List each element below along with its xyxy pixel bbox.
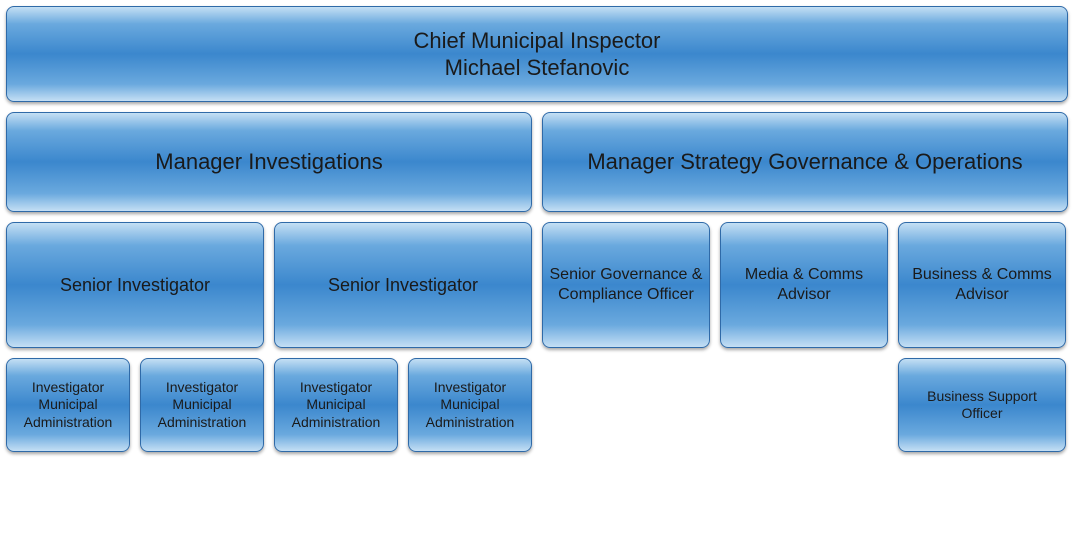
node-business-comms: Business & Comms Advisor — [898, 222, 1066, 348]
row-4: Investigator Municipal Administration In… — [6, 358, 1076, 452]
label: Investigator Municipal Administration — [415, 379, 525, 432]
row-2: Manager Investigations Manager Strategy … — [6, 112, 1076, 212]
row-1: Chief Municipal Inspector Michael Stefan… — [6, 6, 1076, 102]
label: Investigator Municipal Administration — [281, 379, 391, 432]
node-investigator-4: Investigator Municipal Administration — [408, 358, 532, 452]
chief-title: Chief Municipal Inspector — [413, 27, 660, 55]
node-investigator-3: Investigator Municipal Administration — [274, 358, 398, 452]
node-investigator-1: Investigator Municipal Administration — [6, 358, 130, 452]
node-media-comms: Media & Comms Advisor — [720, 222, 888, 348]
row-3: Senior Investigator Senior Investigator … — [6, 222, 1076, 348]
label: Manager Investigations — [155, 148, 382, 176]
node-business-support: Business Support Officer — [898, 358, 1066, 452]
label: Business Support Officer — [905, 388, 1059, 423]
label: Media & Comms Advisor — [727, 265, 881, 305]
label: Investigator Municipal Administration — [13, 379, 123, 432]
node-senior-investigator-2: Senior Investigator — [274, 222, 532, 348]
chief-name: Michael Stefanovic — [445, 54, 630, 82]
org-chart: Chief Municipal Inspector Michael Stefan… — [6, 6, 1076, 452]
label: Senior Investigator — [60, 274, 210, 297]
node-senior-governance: Senior Governance & Compliance Officer — [542, 222, 710, 348]
label: Business & Comms Advisor — [905, 265, 1059, 305]
node-investigator-2: Investigator Municipal Administration — [140, 358, 264, 452]
label: Senior Investigator — [328, 274, 478, 297]
label: Investigator Municipal Administration — [147, 379, 257, 432]
label: Manager Strategy Governance & Operations — [587, 148, 1022, 176]
node-manager-strategy: Manager Strategy Governance & Operations — [542, 112, 1068, 212]
node-senior-investigator-1: Senior Investigator — [6, 222, 264, 348]
node-manager-investigations: Manager Investigations — [6, 112, 532, 212]
label: Senior Governance & Compliance Officer — [549, 265, 703, 305]
node-chief: Chief Municipal Inspector Michael Stefan… — [6, 6, 1068, 102]
